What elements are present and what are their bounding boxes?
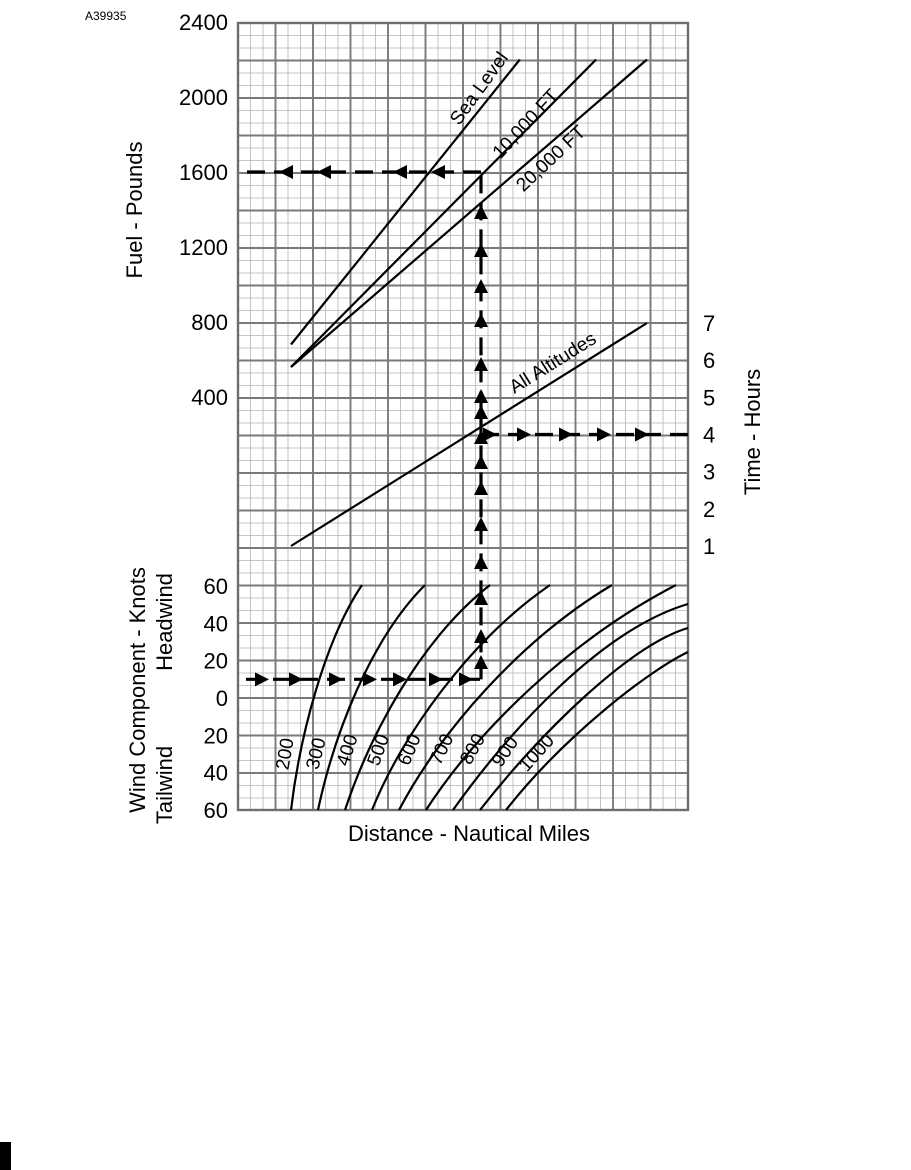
fuel-axis-title: Fuel - Pounds bbox=[122, 142, 147, 279]
arrow-time-4 bbox=[597, 427, 611, 442]
arrow-vertical-9 bbox=[474, 405, 488, 419]
arrow-wind-6 bbox=[429, 672, 443, 687]
time-tick-label: 7 bbox=[703, 311, 715, 336]
time-tick-label: 3 bbox=[703, 460, 715, 485]
fuel-line-10-000-ft bbox=[290, 58, 597, 368]
plot-border bbox=[236, 21, 690, 812]
time-tick-label: 5 bbox=[703, 385, 715, 410]
wind-curve-label-1000: 1000 bbox=[515, 731, 559, 776]
wind-curve-300 bbox=[316, 584, 426, 811]
x-axis-title: Distance - Nautical Miles bbox=[348, 821, 590, 846]
time-line-all-altitudes bbox=[290, 322, 648, 547]
arrow-vertical-5 bbox=[474, 517, 488, 531]
fuel-line-sea-level bbox=[290, 58, 521, 346]
fuel-tick-label: 2000 bbox=[179, 85, 228, 110]
wind-curve-500 bbox=[370, 584, 551, 811]
wind-curve-label-200: 200 bbox=[272, 737, 298, 772]
arrow-time-5 bbox=[635, 427, 649, 442]
arrow-vertical-6 bbox=[474, 481, 488, 495]
arrow-fuel-4 bbox=[431, 165, 445, 179]
wind-tick-label: 40 bbox=[204, 761, 228, 786]
arrow-wind-7 bbox=[459, 672, 473, 687]
arrow-fuel-1 bbox=[279, 165, 293, 179]
wind-curve-label-500: 500 bbox=[364, 732, 395, 769]
arrow-fuel-3 bbox=[393, 165, 407, 179]
wind-axis-title: Wind Component - Knots bbox=[125, 567, 150, 813]
wind-curve-700 bbox=[425, 584, 677, 811]
wind-curve-200 bbox=[289, 584, 363, 811]
arrow-vertical-7 bbox=[474, 455, 488, 469]
wind-tick-label: 20 bbox=[204, 723, 228, 748]
arrow-wind-5 bbox=[393, 672, 407, 687]
fuel-tick-label: 400 bbox=[191, 385, 228, 410]
wind-curve-400 bbox=[343, 584, 491, 811]
arrow-time-2 bbox=[517, 427, 531, 442]
arrow-time-1 bbox=[483, 427, 497, 442]
time-tick-label: 2 bbox=[703, 497, 715, 522]
figure-id: A39935 bbox=[85, 9, 127, 23]
arrow-vertical-15 bbox=[474, 205, 488, 219]
time-tick-label: 4 bbox=[703, 423, 715, 448]
wind-curve-label-600: 600 bbox=[394, 731, 426, 768]
wind-curve-800 bbox=[452, 602, 689, 811]
arrow-vertical-1 bbox=[474, 655, 488, 669]
time-tick-label: 6 bbox=[703, 348, 715, 373]
arrow-wind-2 bbox=[289, 672, 303, 687]
fuel-tick-label: 1200 bbox=[179, 235, 228, 260]
wind-curve-1000 bbox=[505, 651, 689, 811]
chart-curves bbox=[289, 58, 689, 811]
arrow-time-3 bbox=[559, 427, 573, 442]
grid-major-lines bbox=[237, 22, 689, 810]
arrow-vertical-2 bbox=[474, 629, 488, 643]
wind-curve-label-300: 300 bbox=[303, 736, 331, 772]
arrow-vertical-8 bbox=[474, 430, 488, 444]
time-axis-title: Time - Hours bbox=[740, 369, 765, 495]
curve-label-all-altitudes: All Altitudes bbox=[506, 328, 600, 398]
arrow-wind-4 bbox=[363, 672, 377, 687]
arrow-wind-1 bbox=[255, 672, 269, 687]
fuel-tick-label: 2400 bbox=[179, 10, 228, 35]
arrow-vertical-11 bbox=[474, 357, 488, 371]
headwind-label: Headwind bbox=[152, 573, 177, 671]
arrow-wind-3 bbox=[329, 672, 343, 687]
arrow-fuel-2 bbox=[317, 165, 331, 179]
arrow-vertical-3 bbox=[474, 591, 488, 605]
wind-tick-label: 60 bbox=[204, 574, 228, 599]
arrow-vertical-13 bbox=[474, 279, 488, 293]
example-path bbox=[240, 165, 688, 687]
time-tick-label: 1 bbox=[703, 534, 715, 559]
tailwind-label: Tailwind bbox=[152, 746, 177, 824]
grid-major bbox=[236, 21, 690, 812]
arrow-vertical-4 bbox=[474, 555, 488, 569]
corner-mark bbox=[0, 1142, 11, 1170]
fuel-tick-label: 800 bbox=[191, 310, 228, 335]
fuel-line-20-000-ft bbox=[290, 58, 648, 368]
wind-tick-label: 20 bbox=[204, 649, 228, 674]
wind-tick-label: 60 bbox=[204, 798, 228, 823]
fuel-tick-label: 1600 bbox=[179, 160, 228, 185]
wind-curve-600 bbox=[398, 584, 613, 811]
arrow-vertical-10 bbox=[474, 389, 488, 403]
wind-curve-900 bbox=[479, 626, 689, 811]
arrow-vertical-12 bbox=[474, 313, 488, 327]
wind-tick-label: 40 bbox=[204, 611, 228, 636]
wind-tick-label: 0 bbox=[216, 686, 228, 711]
arrow-vertical-14 bbox=[474, 243, 488, 257]
